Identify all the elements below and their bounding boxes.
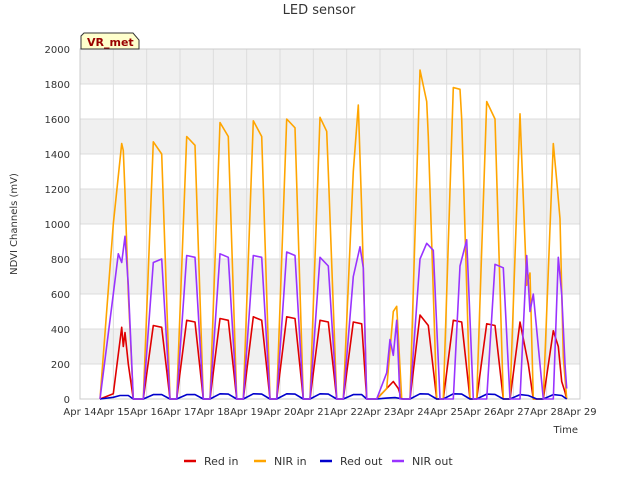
x-tick-label: Apr 28 [530, 407, 563, 418]
x-tick-label: Apr 27 [497, 407, 530, 418]
x-tick-label: Apr 25 [430, 407, 463, 418]
x-tick-label: Apr 24 [397, 407, 430, 418]
chart-title: LED sensor [283, 3, 356, 18]
x-tick-label: Apr 29 [563, 407, 596, 418]
y-tick-label: 2000 [45, 45, 70, 56]
legend-item-nir-in: NIR in [254, 455, 307, 468]
y-tick-label: 400 [51, 325, 70, 336]
legend-item-red-out: Red out [320, 455, 383, 468]
y-axis-label: NDVI Channels (mV) [9, 173, 20, 275]
x-tick-label: Apr 19 [230, 407, 263, 418]
y-tick-label: 1400 [45, 150, 70, 161]
plot-band [80, 119, 580, 154]
site-tag-label: VR_met [87, 36, 134, 49]
legend-label: NIR in [274, 455, 307, 468]
legend-item-red-in: Red in [184, 455, 238, 468]
legend-label: Red in [204, 455, 238, 468]
legend-label: Red out [340, 455, 383, 468]
legend-label: NIR out [412, 455, 453, 468]
legend-item-nir-out: NIR out [392, 455, 453, 468]
y-tick-label: 0 [64, 395, 70, 406]
y-tick-label: 1800 [45, 80, 70, 91]
x-tick-label: Apr 20 [263, 407, 296, 418]
series-lines [99, 69, 568, 400]
y-tick-label: 1200 [45, 185, 70, 196]
y-tick-label: 200 [51, 360, 70, 371]
site-tag: VR_met [80, 32, 140, 50]
x-tick-label: Apr 14 [63, 407, 96, 418]
y-tick-label: 800 [51, 255, 70, 266]
y-tick-label: 600 [51, 290, 70, 301]
legend: Red in NIR in Red out NIR out [184, 455, 453, 468]
x-tick-label: Apr 18 [197, 407, 230, 418]
x-tick-label: Apr 22 [330, 407, 363, 418]
plot-band [80, 49, 580, 84]
x-tick-label: Apr 26 [463, 407, 496, 418]
x-tick-label: Apr 17 [163, 407, 196, 418]
y-tick-label: 1000 [45, 220, 70, 231]
plot-frame [79, 48, 581, 400]
x-axis-label: Time [553, 425, 578, 436]
x-tick-label: Apr 23 [363, 407, 396, 418]
x-tick-label: Apr 15 [97, 407, 130, 418]
x-tick-labels: Apr 14 Apr 15 Apr 16 Apr 17 Apr 18 Apr 19 Apr … [63, 407, 596, 418]
y-tick-label: 1600 [45, 115, 70, 126]
x-tick-label: Apr 16 [130, 407, 163, 418]
x-tick-label: Apr 21 [297, 407, 330, 418]
y-tick-labels: 0 200 400 600 800 1000 1200 1400 1600 1800 2000 [45, 45, 70, 406]
series-line-nir-out [99, 235, 568, 400]
